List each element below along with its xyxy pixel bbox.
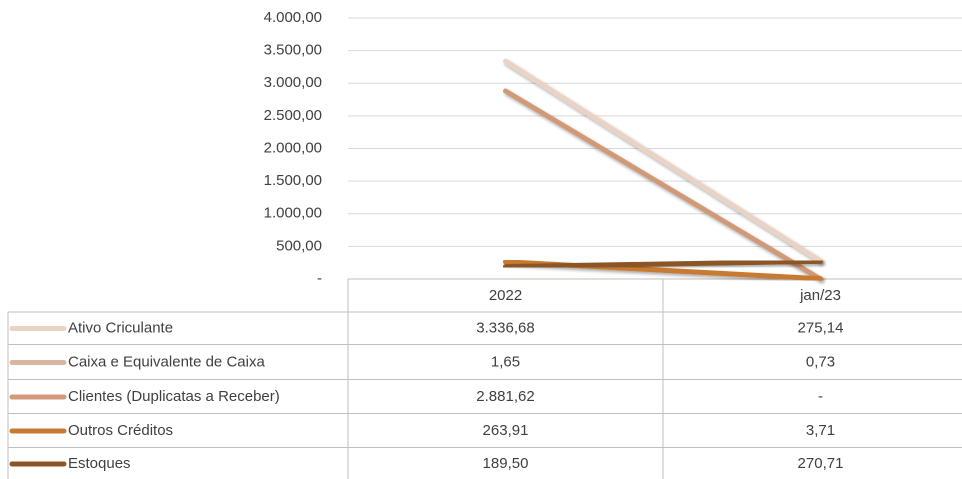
data-label: 275,14 xyxy=(798,319,844,336)
legend-label: Ativo Criculante xyxy=(68,319,173,336)
legend-label: Clientes (Duplicatas a Receber) xyxy=(68,388,280,405)
y-tick-label: 1.000,00 xyxy=(264,205,322,222)
data-label: 189,50 xyxy=(483,455,529,472)
data-label: 1,65 xyxy=(491,353,520,370)
y-tick-label: 4.000,00 xyxy=(264,9,322,26)
series-line xyxy=(503,58,823,264)
y-tick-label: 3.500,00 xyxy=(264,42,322,59)
series-line xyxy=(503,88,823,282)
data-label: 3,71 xyxy=(806,422,835,439)
data-label: 0,73 xyxy=(806,353,835,370)
data-label: - xyxy=(818,388,823,405)
y-tick-label: 500,00 xyxy=(276,237,322,254)
data-label: 270,71 xyxy=(798,455,844,472)
y-tick-label: 3.000,00 xyxy=(264,74,322,91)
y-tick-label: 2.500,00 xyxy=(264,107,322,124)
x-tick-label: 2022 xyxy=(489,287,522,304)
y-tick-label: 1.500,00 xyxy=(264,172,322,189)
y-tick-label: - xyxy=(317,270,322,287)
legend-label: Outros Créditos xyxy=(68,422,173,439)
data-label: 2.881,62 xyxy=(476,388,534,405)
data-label: 263,91 xyxy=(483,422,529,439)
legend-label: Caixa e Equivalente de Caixa xyxy=(68,353,265,370)
x-tick-label: jan/23 xyxy=(799,287,841,304)
legend-label: Estoques xyxy=(68,455,131,472)
series-line xyxy=(503,258,823,270)
y-tick-label: 2.000,00 xyxy=(264,139,322,156)
data-label: 3.336,68 xyxy=(476,319,534,336)
